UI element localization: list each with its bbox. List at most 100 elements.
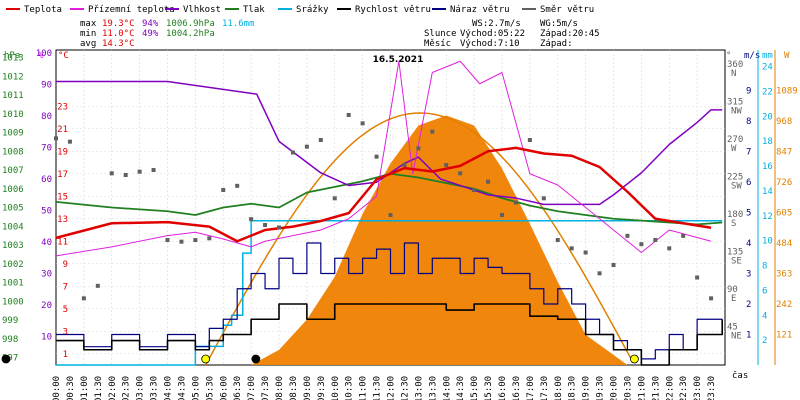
temp-tick: 1: [63, 350, 68, 360]
temperature-line: [55, 146, 712, 243]
pct-tick: 20: [41, 301, 52, 311]
ms-tick: 3: [746, 270, 751, 280]
pct-tick: 70: [41, 144, 52, 154]
info-moonset: Západ:: [540, 39, 573, 49]
legend-label: Přízemní teplota: [88, 5, 175, 15]
wind-direction-point: [667, 246, 672, 251]
x-tick: 01:00: [80, 376, 90, 400]
temp-tick: 3: [63, 327, 68, 337]
temp-tick: 7: [63, 282, 68, 292]
wind-direction-point: [402, 163, 407, 167]
x-tick: 23:30: [707, 376, 717, 400]
wm2-tick: 484: [776, 239, 792, 249]
mm-tick: 16: [762, 162, 773, 172]
mm-tick: 24: [762, 63, 773, 73]
x-tick: 13:00: [414, 376, 424, 400]
legend-label: Srážky: [296, 5, 329, 15]
hpa-tick: 1006: [2, 185, 24, 195]
x-tick: 17:00: [526, 376, 536, 400]
wind-direction-point: [597, 271, 602, 276]
pct-tick: 100: [36, 49, 52, 59]
x-tick: 15:30: [484, 376, 494, 400]
x-tick: 16:30: [512, 376, 522, 400]
x-tick: 06:30: [233, 376, 243, 400]
temp-axis-label: °C: [58, 51, 69, 61]
wind-direction-point: [583, 250, 588, 255]
hpa-tick: 998: [2, 335, 18, 345]
mm-tick: 18: [762, 137, 773, 147]
x-tick: 09:00: [303, 376, 313, 400]
hpa-tick: 1011: [2, 91, 24, 101]
pct-tick: 90: [41, 81, 52, 91]
hpa-tick: 1007: [2, 166, 24, 176]
wm2-tick: 605: [776, 209, 792, 219]
mm-tick: 12: [762, 212, 773, 222]
mm-axis-label: mm: [762, 51, 773, 61]
temp-tick: 15: [57, 192, 68, 202]
wind-direction-point: [541, 196, 546, 201]
deg-tick: 360: [727, 60, 743, 70]
temp-tick: 19: [57, 147, 68, 157]
deg-tick: 225: [727, 173, 743, 183]
pct-tick: 40: [41, 238, 52, 248]
wind-direction-point: [179, 239, 184, 244]
stats-temp: 19.3°C: [102, 19, 135, 29]
pct-tick: 60: [41, 175, 52, 185]
ms-tick: 5: [746, 209, 751, 219]
x-tick: 12:30: [400, 376, 410, 400]
deg-tick: 45: [727, 323, 738, 333]
wind-direction-point: [513, 200, 518, 205]
deg-tick: 315: [727, 98, 743, 108]
ms-tick: 1: [746, 331, 751, 341]
mm-tick: 2: [762, 336, 767, 346]
wm2-axis-label: W: [784, 51, 790, 61]
wind-direction-point: [109, 171, 114, 176]
info-wg: WG:5m/s: [540, 19, 578, 29]
hpa-tick: 1000: [2, 297, 24, 307]
x-tick: 11:30: [373, 376, 383, 400]
wind-direction-point: [332, 196, 337, 201]
temp-tick: 13: [57, 215, 68, 225]
pct-tick: 10: [41, 333, 52, 343]
x-tick: 18:30: [568, 376, 578, 400]
wind-direction-point: [54, 136, 58, 141]
hpa-tick: 1003: [2, 241, 24, 251]
x-tick: 19:00: [582, 376, 592, 400]
sunset-marker: [630, 354, 639, 364]
wind-direction-point: [639, 242, 644, 247]
mm-tick: 6: [762, 286, 767, 296]
wind-direction-point: [388, 213, 393, 217]
hpa-tick: 1012: [2, 72, 24, 82]
pressure-line: [55, 172, 723, 226]
stats-humidity: 49%: [142, 29, 159, 39]
pct-tick: 80: [41, 112, 52, 122]
wind-direction-point: [249, 217, 254, 222]
wind-direction-point: [653, 238, 658, 242]
direction-tick: N: [731, 69, 736, 79]
x-tick: 19:30: [596, 376, 606, 400]
deg-tick: 135: [727, 248, 743, 258]
hpa-tick: 1009: [2, 129, 24, 139]
hpa-tick: 1005: [2, 204, 24, 214]
wind-direction-point: [67, 139, 72, 144]
x-tick: 16:00: [498, 376, 508, 400]
x-tick: 14:00: [442, 376, 452, 400]
legend-label: Směr větru: [540, 5, 594, 15]
x-tick: 13:30: [428, 376, 438, 400]
wind-speed-line: [56, 303, 724, 366]
x-tick: 18:00: [554, 376, 564, 400]
stats-label: avg: [80, 39, 96, 49]
info-sunrise: Východ:05:22: [460, 29, 525, 39]
rain-line: [56, 220, 723, 366]
hpa-tick: 999: [2, 316, 18, 326]
wind-direction-point: [151, 168, 156, 172]
solar-area: [251, 115, 628, 365]
ground-temp-line: [55, 60, 712, 257]
wind-direction-point: [486, 179, 491, 184]
wind-direction-point: [500, 213, 504, 217]
x-tick: 21:30: [651, 376, 661, 400]
hpa-axis-label: hPa: [4, 51, 20, 61]
x-tick: 12:00: [387, 376, 397, 400]
x-tick: 11:00: [359, 376, 369, 400]
